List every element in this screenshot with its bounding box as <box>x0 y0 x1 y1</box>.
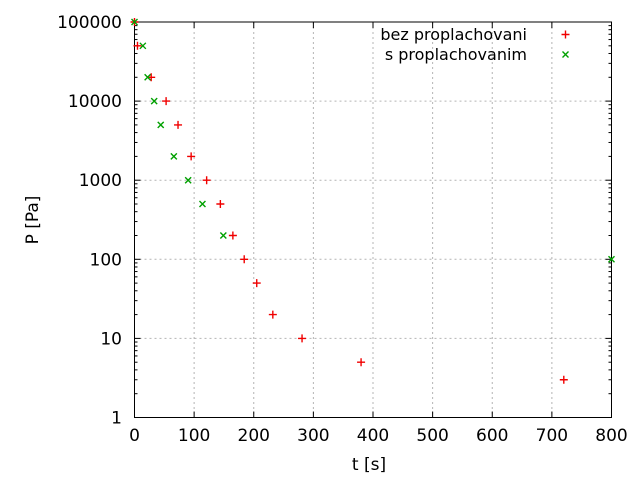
x-tick-label: 600 <box>476 426 508 446</box>
data-point-plus <box>228 231 237 240</box>
y-tick-label: 100000 <box>57 13 122 33</box>
x-tick-label: 400 <box>357 426 389 446</box>
data-point-cross <box>170 152 178 160</box>
data-point-plus <box>252 279 261 288</box>
data-point-cross <box>157 121 165 129</box>
x-tick-label: 0 <box>129 426 140 446</box>
data-point-plus <box>268 310 277 319</box>
data-point-cross <box>184 176 192 184</box>
data-point-cross <box>144 73 152 81</box>
data-point-plus <box>162 97 171 106</box>
x-axis-title: t [s] <box>351 455 387 475</box>
y-tick-label: 1 <box>111 409 122 429</box>
data-point-plus <box>216 200 225 209</box>
plus-glyph <box>561 30 570 38</box>
data-point-cross <box>608 255 615 263</box>
data-point-plus <box>202 176 211 185</box>
cross-glyph <box>562 50 569 58</box>
legend-entry: s proplachovanim <box>380 44 572 64</box>
y-tick-label: 10000 <box>68 92 122 112</box>
data-point-plus <box>174 120 183 129</box>
x-tick-label: 200 <box>238 426 270 446</box>
cross-marker-icon <box>562 50 569 58</box>
legend-label: s proplachovanim <box>384 44 527 64</box>
data-point-plus <box>133 41 142 50</box>
y-tick-label: 100 <box>90 250 122 270</box>
legend: bez proplachovani s proplachovanim <box>380 24 572 64</box>
legend-entry: bez proplachovani <box>380 24 572 44</box>
y-axis-title: P [Pa] <box>23 195 43 245</box>
data-point-plus <box>357 358 366 367</box>
data-point-plus <box>187 152 196 161</box>
data-point-cross <box>219 231 227 239</box>
x-tick-label: 800 <box>595 426 627 446</box>
data-point-plus <box>298 334 307 343</box>
legend-label: bez proplachovani <box>380 24 527 44</box>
data-point-cross <box>150 97 158 105</box>
data-point-cross <box>131 18 138 26</box>
data-point-cross <box>198 200 206 208</box>
data-point-cross <box>139 42 147 50</box>
data-point-plus <box>240 255 249 264</box>
plus-marker-icon <box>561 30 570 38</box>
y-tick-label: 1000 <box>79 171 122 191</box>
data-point-plus <box>559 375 568 384</box>
y-tick-label: 10 <box>100 329 122 349</box>
x-tick-label: 100 <box>178 426 210 446</box>
x-tick-label: 300 <box>297 426 329 446</box>
x-tick-label: 500 <box>416 426 448 446</box>
x-tick-label: 700 <box>536 426 568 446</box>
